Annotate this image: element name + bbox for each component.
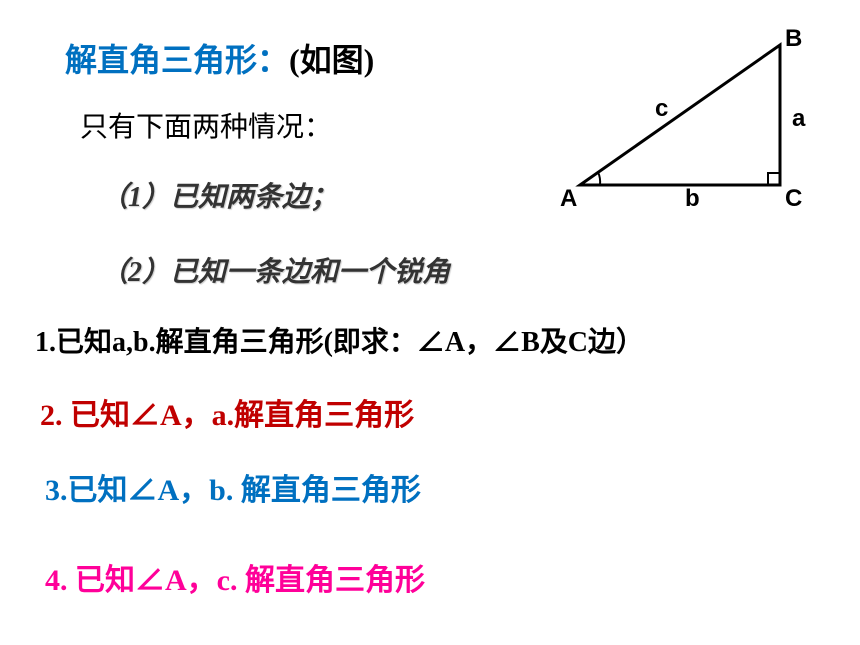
condition-2: （2）已知一条边和一个锐角 [100, 250, 450, 290]
title-black-text: (如图) [289, 42, 374, 78]
vertex-a-label: A [560, 185, 577, 213]
side-c-label: c [655, 95, 668, 123]
triangle-shape [580, 45, 780, 185]
vertex-c-label: C [785, 185, 802, 213]
title: 解直角三角形：(如图) [65, 35, 374, 81]
side-b-label: b [685, 185, 700, 213]
question-1: 1.已知a,b.解直角三角形(即求：∠A，∠B及C边） [35, 320, 644, 360]
title-blue-text: 解直角三角形： [65, 42, 289, 78]
condition-1: （1）已知两条边； [100, 175, 338, 215]
question-4: 4. 已知∠A，c. 解直角三角形 [45, 555, 425, 599]
right-angle-mark [768, 173, 780, 185]
vertex-b-label: B [785, 25, 802, 53]
question-3: 3.已知∠A，b. 解直角三角形 [45, 465, 421, 509]
angle-arc [598, 172, 600, 185]
triangle-diagram: B A C a b c [560, 30, 840, 210]
side-a-label: a [792, 105, 805, 133]
question-2: 2. 已知∠A，a.解直角三角形 [40, 390, 414, 434]
subtitle: 只有下面两种情况： [80, 105, 332, 145]
